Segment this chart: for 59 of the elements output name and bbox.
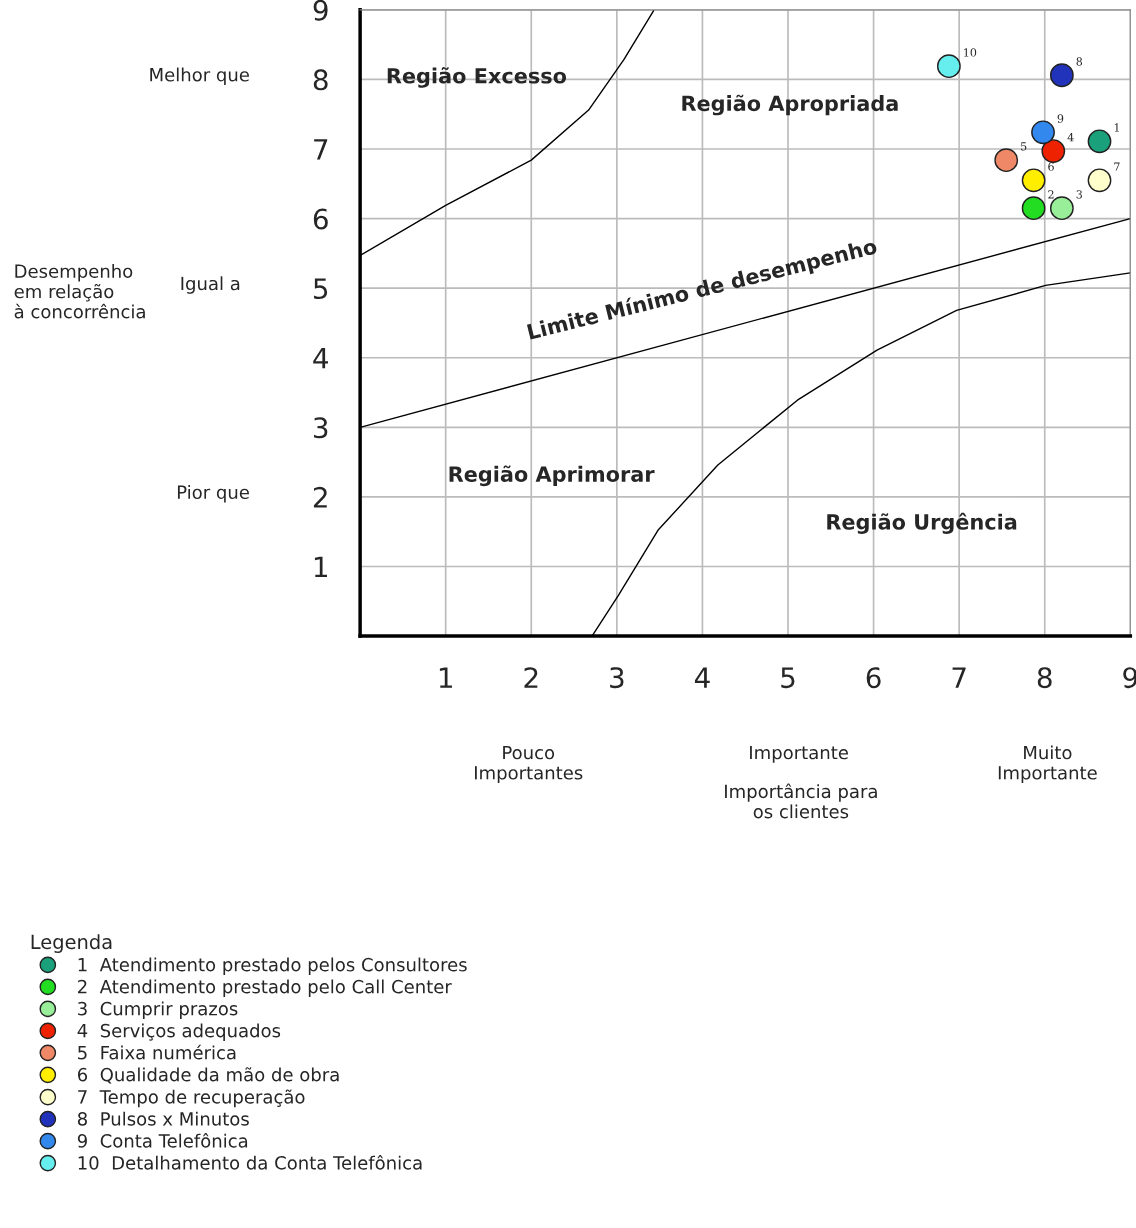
text: Melhor que xyxy=(150,67,249,86)
legend-title: Legenda xyxy=(31,934,112,953)
legend-label: 10 Detalhamento da Conta Telefônica xyxy=(78,1154,422,1170)
legend-label: 5 Faixa numérica xyxy=(78,1044,236,1060)
y-tick-label: 2 xyxy=(313,486,327,508)
y-tick-label: 4 xyxy=(313,348,328,369)
x-tick-label: 3 xyxy=(610,667,624,689)
y-tick-label: 7 xyxy=(314,139,328,160)
x-tick-label: 4 xyxy=(694,667,710,688)
text: Muito Importante xyxy=(998,745,1097,784)
point xyxy=(1021,196,1046,221)
x-tick-label: 2 xyxy=(524,667,538,688)
point xyxy=(1049,63,1074,88)
x-tick-label: 5 xyxy=(781,667,795,689)
legend-label: 8 Pulsos x Minutos xyxy=(77,1111,249,1126)
annotation: Região Urgência xyxy=(827,512,1017,534)
y-tick-label: 3 xyxy=(314,417,328,439)
text: Desempenho em relação à concorrência xyxy=(14,264,145,319)
annotation: 9 xyxy=(1057,114,1064,123)
x-tick-label: 6 xyxy=(866,667,881,689)
annotation: Região Excesso xyxy=(387,67,567,88)
annotation: 3 xyxy=(1076,190,1082,199)
annotation: 1 xyxy=(1114,123,1119,132)
y-tick-label: 9 xyxy=(313,0,328,21)
point xyxy=(1087,129,1112,154)
point xyxy=(1087,168,1112,193)
annotation: 2 xyxy=(1048,190,1054,199)
point xyxy=(994,148,1019,173)
legend-label: 4 Serviços adequados xyxy=(77,1023,281,1041)
text: Pior que xyxy=(177,485,249,503)
legend-label: 7 Tempo de recuperação xyxy=(78,1089,305,1108)
y-tick-label: 6 xyxy=(313,208,328,230)
y-tick-label: 5 xyxy=(314,278,328,300)
annotation: 10 xyxy=(964,48,977,57)
annotation: Região Apropriada xyxy=(682,94,898,116)
text: Importância para os clientes xyxy=(725,783,877,819)
legend-label: 6 Qualidade da mão de obra xyxy=(77,1067,339,1084)
legend-label: 2 Atendimento prestado pelo Call Center xyxy=(78,979,452,997)
annotation: 8 xyxy=(1076,57,1083,66)
point xyxy=(1021,168,1046,193)
x-tick-label: 8 xyxy=(1037,667,1052,689)
text: Pouco Importantes xyxy=(475,745,583,784)
legend-label: 9 Conta Telefônica xyxy=(77,1133,248,1148)
annotation: Região Aprimorar xyxy=(449,465,655,487)
legend-label: 1 Atendimento prestado pelos Consultores xyxy=(78,957,467,975)
text: Igual a xyxy=(181,276,240,294)
point xyxy=(1031,120,1055,145)
x-tick-label: 7 xyxy=(952,667,966,688)
annotation: 7 xyxy=(1114,162,1120,171)
y-tick-label: 8 xyxy=(313,69,328,91)
x-tick-label: 1 xyxy=(439,667,452,688)
point xyxy=(937,54,961,79)
text: Importante xyxy=(750,745,848,763)
legend-label: 3 Cumprir prazos xyxy=(78,1001,238,1019)
point xyxy=(1041,139,1066,163)
y-tick-label: 1 xyxy=(314,556,327,578)
annotation: 6 xyxy=(1048,162,1054,171)
annotation: 4 xyxy=(1067,133,1074,142)
annotation: 5 xyxy=(1021,142,1027,151)
